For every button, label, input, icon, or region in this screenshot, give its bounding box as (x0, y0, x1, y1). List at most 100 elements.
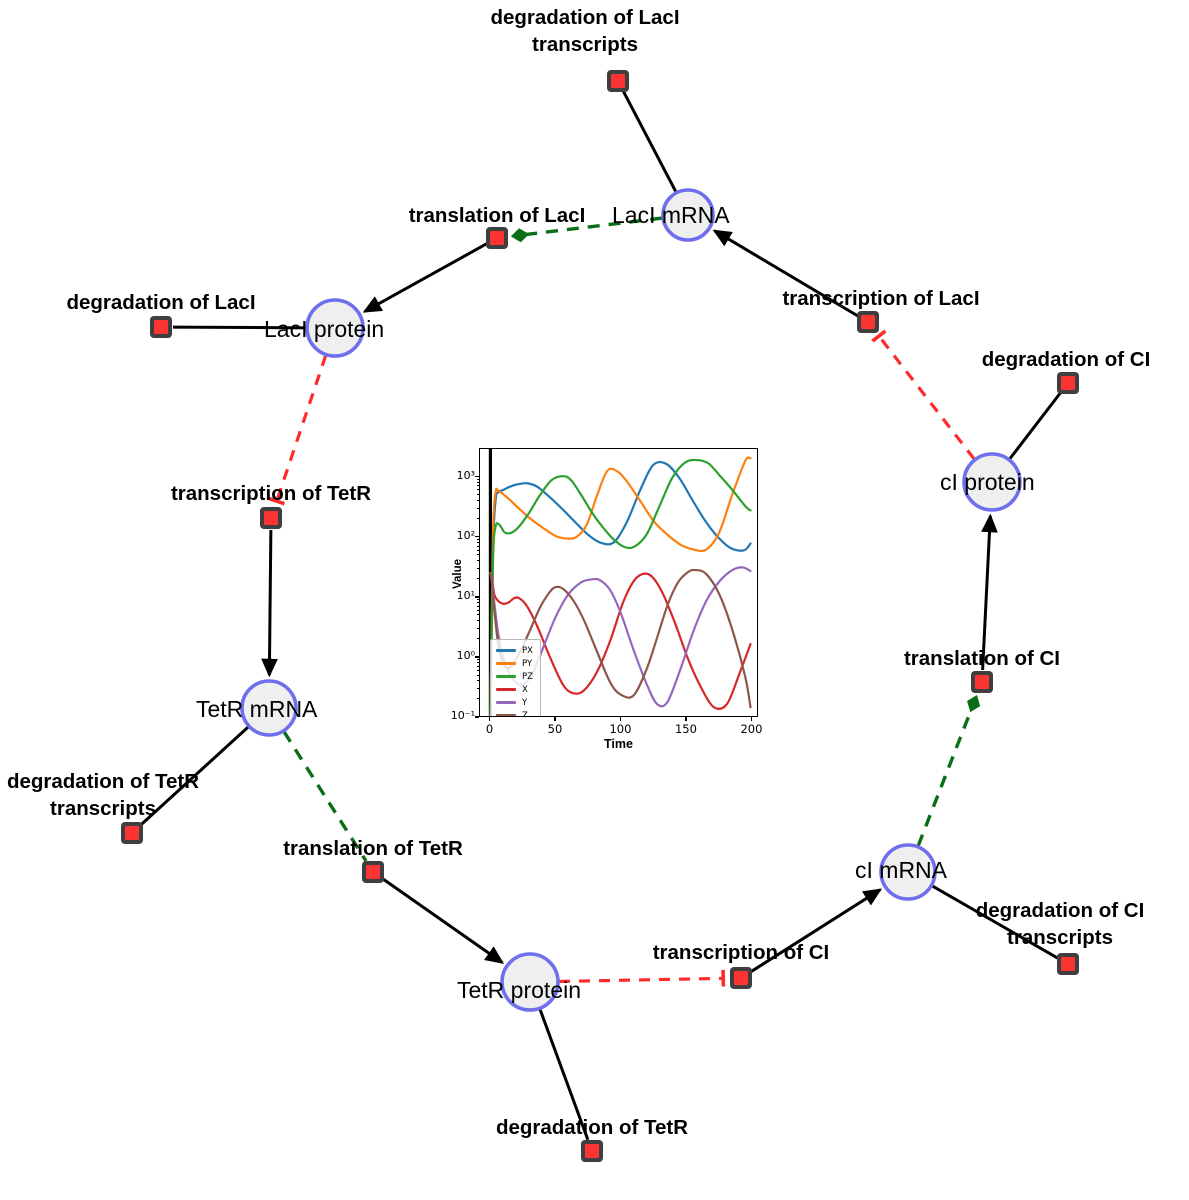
reaction-label-deg_tetr: degradation of TetR (496, 1116, 688, 1139)
species-node-tetr_protein[interactable] (500, 952, 560, 1012)
chart-yminor-tick (476, 518, 479, 520)
chart-ytick-mark-3 (475, 536, 479, 538)
species-node-laci_protein[interactable] (305, 298, 365, 358)
edge-plain (172, 325, 307, 330)
species-node-ci_protein[interactable] (962, 452, 1022, 512)
chart-series-X (489, 571, 752, 711)
chart-ytick-4: 10³ (456, 468, 475, 482)
legend-swatch-Y (496, 701, 516, 704)
edge-plain (750, 888, 883, 973)
edge-plain (362, 242, 488, 313)
chart-xtick-2: 100 (609, 722, 632, 736)
chart-yminor-tick (476, 627, 479, 629)
legend-label-PX: PX (522, 645, 533, 656)
chart-x-axis-label: Time (604, 737, 633, 751)
reaction-node-fill-transcription_laci (861, 315, 875, 329)
reaction-label-transcription_tetr: transcription of TetR (171, 482, 371, 505)
species-node-ci_mrna[interactable] (879, 843, 937, 901)
legend-swatch-PY (496, 662, 516, 665)
chart-xtick-mark-0 (488, 717, 491, 721)
chart-xtick-mark-2 (619, 717, 622, 721)
chart-yminor-tick (476, 567, 479, 569)
reaction-node-fill-deg_laci (154, 320, 168, 334)
chart-yminor-tick (476, 507, 479, 509)
edge-translation (510, 216, 663, 243)
edge-plain (622, 90, 678, 193)
reaction-label-translation_laci: translation of LacI (409, 204, 586, 227)
chart-yminor-tick (476, 659, 479, 661)
chart-yminor-tick (476, 554, 479, 556)
chart-yminor-tick (476, 485, 479, 487)
species-label-ci_protein: cI protein (940, 469, 1035, 495)
chart-yminor-tick (476, 602, 479, 604)
chart-y-axis-label: Value (452, 558, 465, 590)
chart-xtick-mark-4 (750, 717, 753, 721)
reaction-node-fill-transcription_tetr (264, 511, 278, 525)
reaction-node-fill-deg_tetr (585, 1144, 599, 1158)
edge-plain (139, 725, 250, 827)
chart-yminor-tick (476, 687, 479, 689)
chart-yminor-tick (476, 669, 479, 671)
edge-plain (981, 513, 998, 671)
legend-swatch-PZ (496, 675, 516, 678)
legend-item-PY[interactable]: PY (496, 657, 533, 670)
edges-group (139, 90, 1062, 1141)
chart-series-PY (489, 456, 752, 716)
chart-yminor-tick (476, 662, 479, 664)
legend-item-Y[interactable]: Y (496, 696, 533, 709)
species-label-tetr_mrna: TetR mRNA (196, 696, 318, 722)
chart-yminor-tick (476, 578, 479, 580)
species-node-tetr_mrna[interactable] (240, 679, 298, 737)
chart-legend: PX PY PZ X Y Z (490, 639, 541, 717)
legend-label-X: X (522, 684, 528, 695)
reaction-node-fill-translation_tetr (366, 865, 380, 879)
chart-yminor-tick (476, 609, 479, 611)
chart-yminor-tick (476, 665, 479, 667)
edge-plain (931, 884, 1059, 960)
edge-plain (1008, 391, 1062, 460)
edge-inhibition (268, 354, 328, 506)
chart-yminor-tick (476, 489, 479, 491)
legend-swatch-PX (496, 649, 516, 652)
legend-item-X[interactable]: X (496, 683, 533, 696)
reaction-label-transcription_ci: transcription of CI (653, 941, 830, 964)
edge-inhibition (558, 969, 726, 987)
chart-yminor-tick (476, 674, 479, 676)
labels-group: LacI mRNA LacI protein TetR mRNA TetR prote… (7, 6, 1150, 1139)
reaction-label-deg_tetr_transcripts: degradation of TetR transcripts (7, 770, 199, 820)
species-label-ci_mrna: cI mRNA (855, 857, 948, 883)
nodes-group (121, 70, 1079, 1162)
edge-plain (261, 529, 278, 678)
chart-yminor-tick (476, 481, 479, 483)
reaction-label-deg_laci_transcripts: degradation of LacI transcripts (490, 6, 679, 56)
legend-item-Z[interactable]: Z (496, 709, 533, 717)
reaction-node-fill-deg_ci_transcripts (1061, 957, 1075, 971)
reaction-label-translation_tetr: translation of TetR (283, 837, 463, 860)
chart-ytick-mark-0 (475, 716, 479, 718)
chart-ytick-3: 10² (456, 528, 475, 542)
chart-yminor-tick (476, 500, 479, 502)
edge-translation (282, 730, 368, 862)
species-node-laci_mrna[interactable] (661, 188, 715, 242)
reaction-label-translation_ci: translation of CI (904, 647, 1060, 670)
reaction-node-fill-translation_ci (975, 675, 989, 689)
legend-label-Z: Z (522, 710, 528, 717)
reaction-node-fill-deg_ci (1061, 376, 1075, 390)
chart-lines-svg (488, 449, 752, 716)
species-label-laci_mrna: LacI mRNA (612, 202, 730, 228)
legend-label-PY: PY (522, 658, 533, 669)
chart-yminor-tick (476, 549, 479, 551)
chart-yminor-tick (476, 614, 479, 616)
chart-yminor-tick (476, 605, 479, 607)
edge-plain (712, 229, 859, 318)
legend-item-PX[interactable]: PX (496, 644, 533, 657)
chart-series-PZ (489, 458, 752, 716)
chart-ytick-mark-4 (475, 476, 479, 478)
reaction-node-fill-deg_laci_transcripts (611, 74, 625, 88)
chart-xtick-0: 0 (485, 722, 494, 736)
legend-swatch-Z (496, 714, 516, 716)
legend-label-Y: Y (522, 697, 528, 708)
legend-item-PZ[interactable]: PZ (496, 670, 533, 683)
